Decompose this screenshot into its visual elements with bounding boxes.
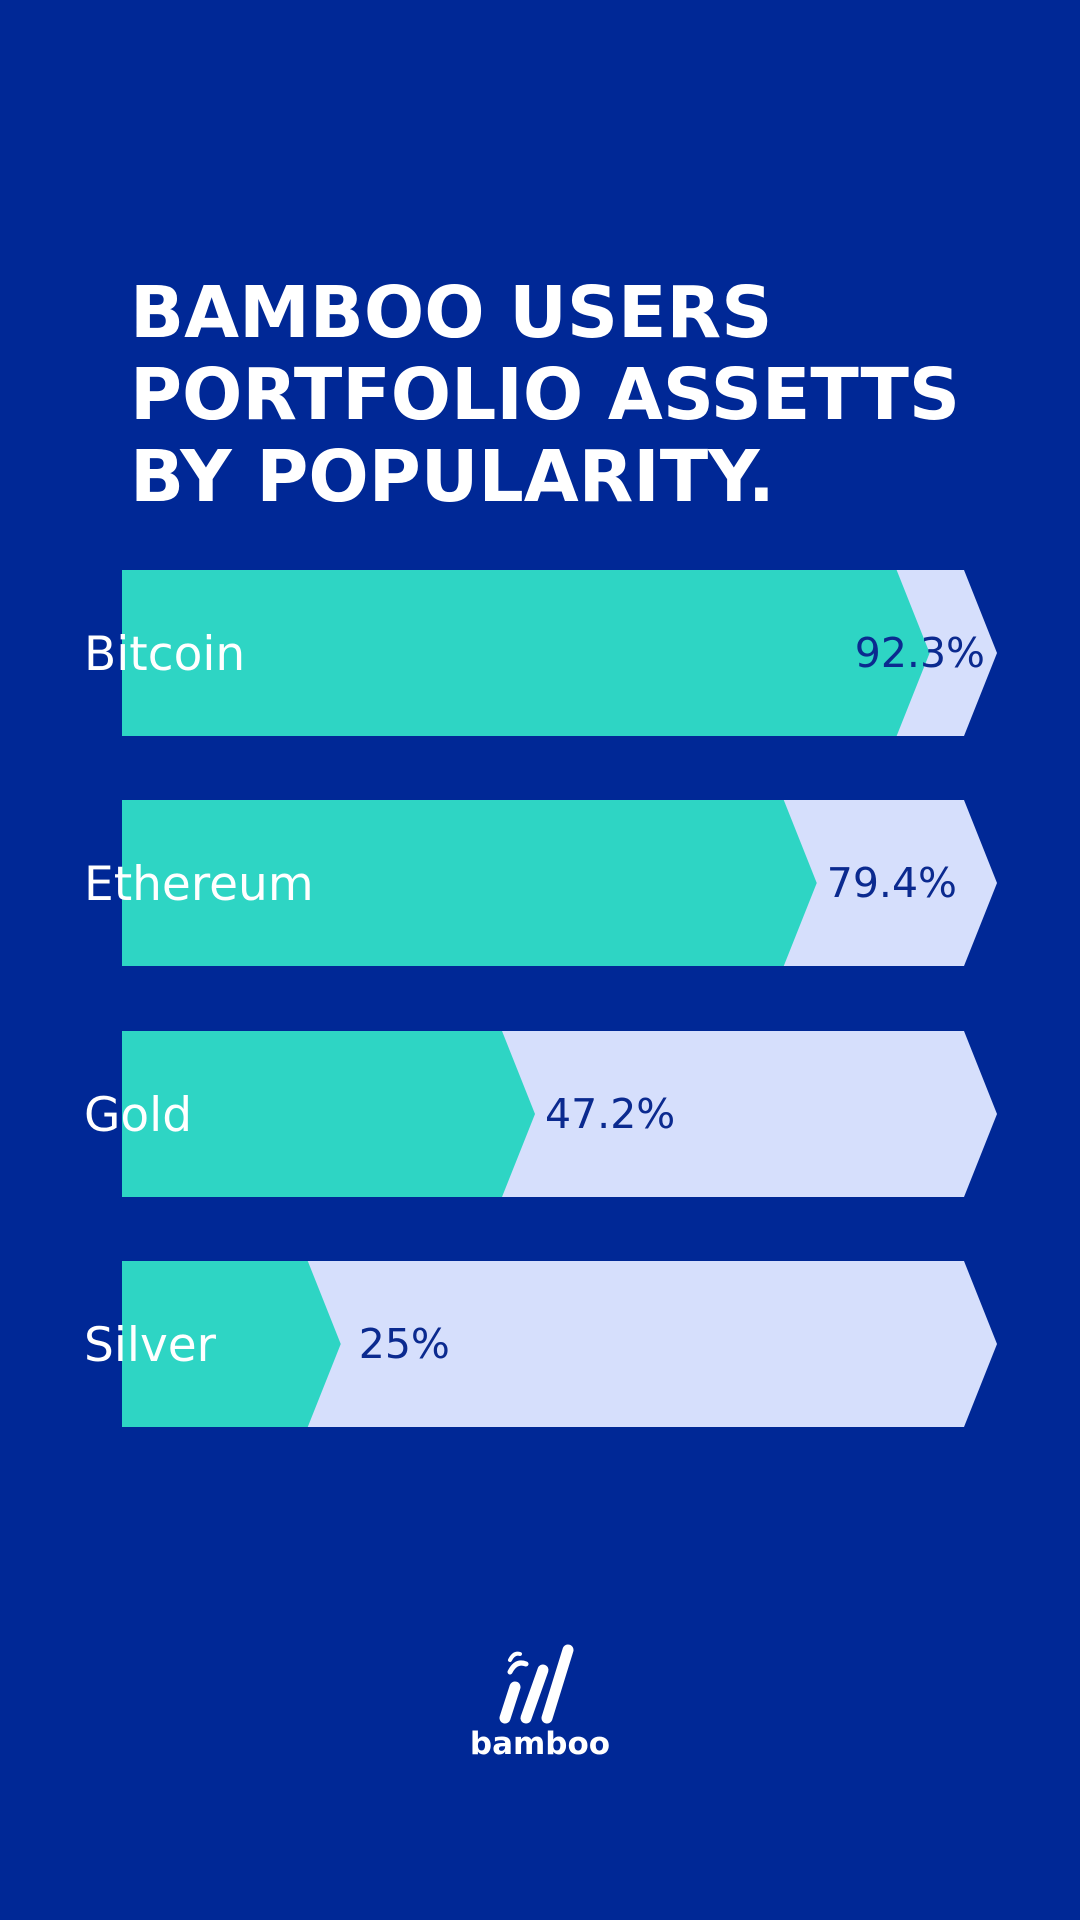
value-label-bitcoin: 92.3% [855,629,985,677]
bar-track-ethereum [122,800,997,966]
logo-wordmark: bamboo [469,1726,611,1762]
page-title: BAMBOO USERS PORTFOLIO ASSETTS BY POPULA… [130,272,1030,518]
category-label-ethereum: Ethereum [84,857,314,912]
category-label-silver: Silver [84,1318,217,1373]
value-label-gold: 47.2% [545,1090,675,1138]
category-label-bitcoin: Bitcoin [84,627,245,682]
title-line-3: BY POPULARITY. [130,435,775,518]
bamboo-logo-icon [499,1644,574,1724]
value-label-silver: 25% [359,1320,450,1368]
bar-track-gold [122,1031,997,1197]
title-line-1: BAMBOO USERS [130,271,773,354]
bar-fill-silver [122,1261,341,1427]
bamboo-logo: bamboo [440,1640,640,1770]
bar-track-bitcoin [122,570,997,736]
bar-fill-gold [122,1031,535,1197]
bar-fill-bitcoin [122,570,930,736]
title-line-2: PORTFOLIO ASSETTS [130,353,961,436]
bar-track-silver [122,1261,997,1427]
value-label-ethereum: 79.4% [827,859,957,907]
bar-fill-ethereum [122,800,817,966]
category-label-gold: Gold [84,1088,192,1143]
